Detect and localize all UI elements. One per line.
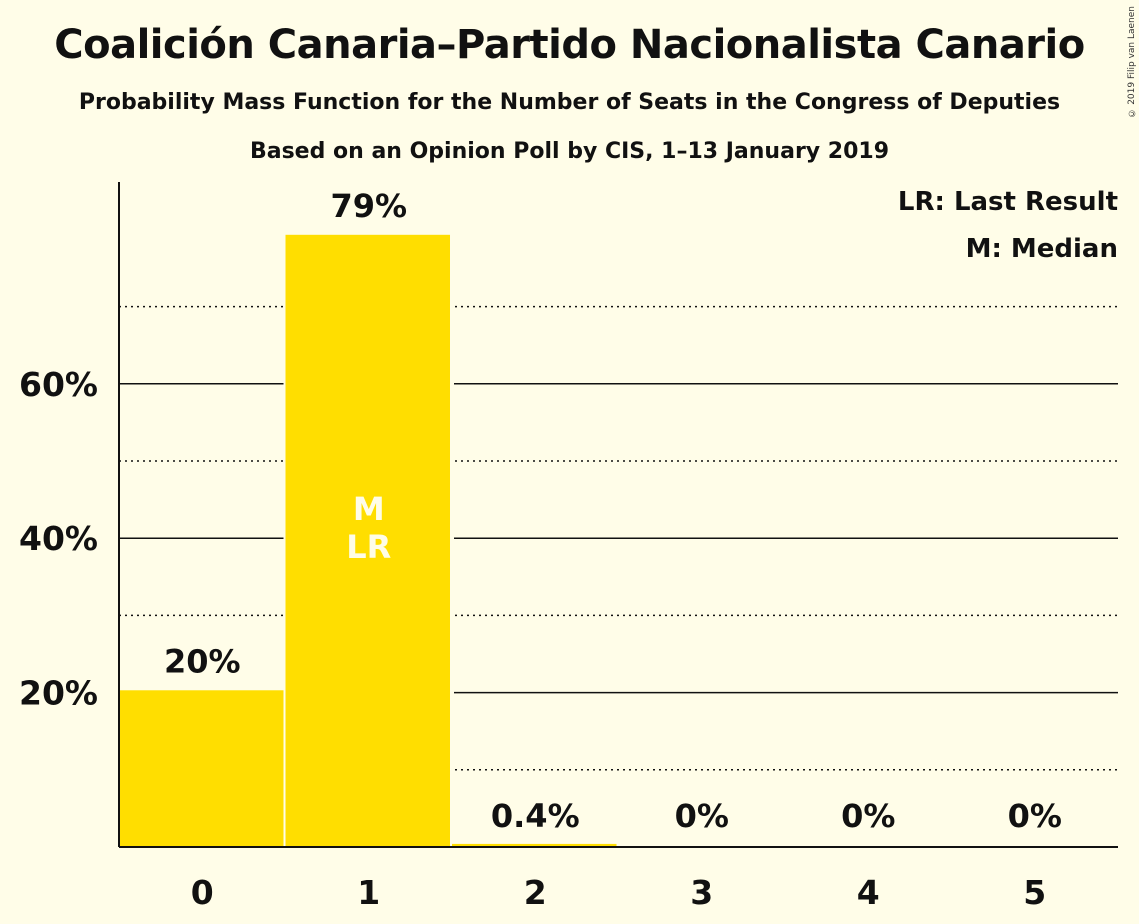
bar [119,690,284,847]
bar-marker-lr: LR [346,528,391,566]
bar [285,234,450,847]
x-tick-label: 3 [690,873,713,912]
y-tick-label: 60% [19,365,98,404]
chart-subtitle: Probability Mass Function for the Number… [78,90,1061,115]
y-tick-label: 40% [19,519,98,558]
data-label: 0.4% [491,797,580,835]
data-label: 79% [330,187,407,225]
x-tick-label: 0 [191,873,214,912]
x-tick-label: 1 [357,873,380,912]
data-label: 20% [164,642,241,680]
x-tick-label: 5 [1023,873,1046,912]
x-tick-label: 4 [857,873,880,912]
chart-source-note: Based on an Opinion Poll by CIS, 1–13 Ja… [249,139,890,164]
legend-last-result: LR: Last Result [898,187,1118,217]
chart-title: Coalición Canaria–Partido Nacionalista C… [54,22,1085,68]
data-label: 0% [675,797,729,835]
data-label: 0% [1008,797,1062,835]
y-tick-label: 20% [19,674,98,713]
x-tick-label: 2 [524,873,547,912]
data-label: 0% [841,797,895,835]
bar [452,843,617,847]
legend-median: M: Median [966,234,1118,264]
bar-marker-m: M [353,490,385,528]
